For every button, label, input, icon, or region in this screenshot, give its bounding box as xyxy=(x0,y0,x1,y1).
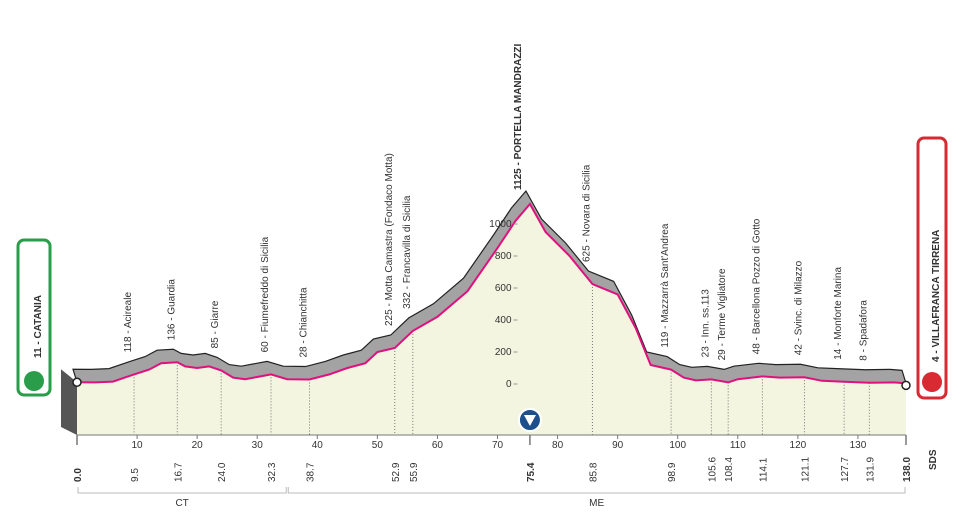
waypoint-name: 225 - Motta Camastra (Fondaco Motta) xyxy=(384,153,395,326)
waypoint-km: 114.1 xyxy=(758,457,769,482)
profile-line xyxy=(76,202,907,385)
waypoint-km: 131.9 xyxy=(865,457,876,482)
x-tick-label: 90 xyxy=(612,440,624,451)
province-label: CT xyxy=(175,498,188,509)
waypoint-name: 8 - Spadafora xyxy=(858,300,869,361)
finish-icon xyxy=(922,372,942,392)
x-tick-label: 10 xyxy=(132,440,144,451)
waypoint-name: 85 - Giarre xyxy=(210,300,221,348)
gpm-arrow xyxy=(523,415,536,426)
x-tick-label: 70 xyxy=(492,440,504,451)
waypoint-name: 136 - Guardia xyxy=(166,279,177,341)
start-icon xyxy=(24,371,44,391)
waypoint-name: 14 - Monforte Marina xyxy=(833,267,844,360)
province-label: ME xyxy=(589,498,604,509)
x-tick-label: 50 xyxy=(372,440,384,451)
waypoint-name: 23 - Inn. ss.113 xyxy=(700,289,711,358)
x-tick-label: 30 xyxy=(252,440,264,451)
start-label: 11 - CATANIA xyxy=(33,295,44,358)
profile-area xyxy=(77,204,906,435)
finish-dot xyxy=(901,380,911,391)
y-tick-label: 800 xyxy=(495,251,512,262)
waypoint-name: 48 - Barcellona Pozzo di Gotto xyxy=(751,218,762,354)
x-tick-label: 100 xyxy=(669,440,686,451)
finish-box xyxy=(916,136,948,400)
waypoint-km: 16.7 xyxy=(173,462,184,482)
province-bracket xyxy=(287,487,906,494)
x-tick-label: 60 xyxy=(432,440,444,451)
waypoint-name: 119 - Mazzarrà Sant'Andrea xyxy=(660,223,671,347)
waypoint-km: 38.7 xyxy=(305,462,316,482)
profile-side xyxy=(61,369,77,435)
x-tick-label: 130 xyxy=(850,440,867,451)
waypoint-name: 625 - Novara di Sicilia xyxy=(581,164,592,262)
waypoint-km: 127.7 xyxy=(840,457,851,482)
key-km: 75.4 xyxy=(526,462,537,482)
waypoint-name: 28 - Chianchitta xyxy=(298,287,309,357)
x-tick-label: 120 xyxy=(790,440,807,451)
waypoint-name: 60 - Fiumefreddo di Sicilia xyxy=(260,236,271,352)
y-tick-label: 0 xyxy=(506,379,512,390)
summit-label: 1125 - PORTELLA MANDRAZZI xyxy=(513,43,524,190)
y-tick-label: 1000 xyxy=(489,219,512,230)
y-tick-label: 200 xyxy=(495,347,512,358)
waypoint-name: 118 - Acireale xyxy=(123,292,134,353)
y-tick-label: 400 xyxy=(495,315,512,326)
waypoint-km: 32.3 xyxy=(267,462,278,482)
waypoint-name: 332 - Francavilla di Sicilia xyxy=(402,195,413,309)
key-km: 138.0 xyxy=(902,457,913,482)
start-box xyxy=(16,238,52,397)
waypoint-km: 98.9 xyxy=(667,462,678,482)
finish-label: 4 - VILLAFRANCA TIRRENA xyxy=(931,230,942,362)
waypoint-km: 105.6 xyxy=(707,457,718,482)
x-tick-label: 80 xyxy=(552,440,564,451)
waypoint-name: 42 - Svinc. di Milazzo xyxy=(793,260,804,355)
waypoint-km: 9.5 xyxy=(130,468,141,482)
waypoint-km: 52.9 xyxy=(391,462,402,482)
x-tick-label: 40 xyxy=(312,440,324,451)
x-tick-label: 20 xyxy=(192,440,204,451)
x-tick-label: 110 xyxy=(730,440,746,451)
logo: SDS xyxy=(928,449,939,470)
waypoint-km: 55.9 xyxy=(409,462,420,482)
waypoint-km: 24.0 xyxy=(217,462,228,482)
waypoint-km: 108.4 xyxy=(724,457,735,482)
province-bracket xyxy=(77,487,287,494)
key-km: 0.0 xyxy=(73,468,84,482)
start-dot xyxy=(72,377,82,387)
waypoint-km: 121.1 xyxy=(800,457,811,482)
y-tick-label: 600 xyxy=(495,283,512,294)
waypoint-name: 29 - Terme Vigliatore xyxy=(717,268,728,360)
waypoint-km: 85.8 xyxy=(588,462,599,482)
